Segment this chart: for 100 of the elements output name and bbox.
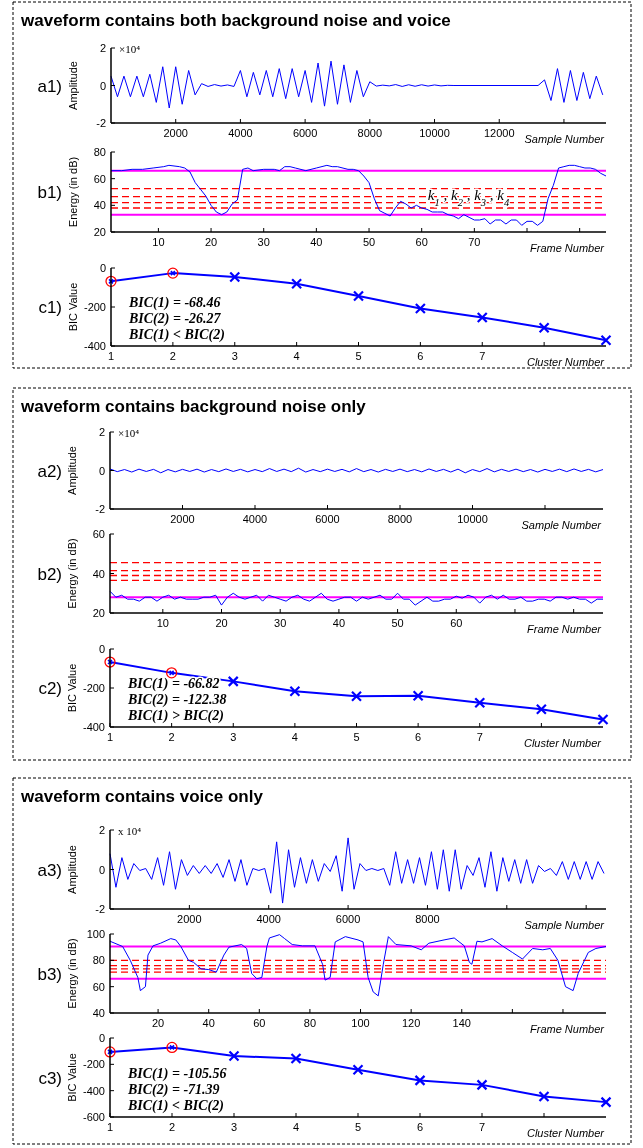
y-axis-title: BIC Value xyxy=(67,282,79,332)
text: c3) xyxy=(38,1068,62,1088)
chart-title: waveform contains background noise only xyxy=(20,397,367,416)
x-tick-label: 7 xyxy=(479,350,486,362)
x-tick-label: 7 xyxy=(478,1121,486,1133)
point xyxy=(289,685,301,697)
x-tick-label: 8000 xyxy=(357,127,383,139)
x-tick-label: 6 xyxy=(415,731,422,743)
x-tick-label: 1 xyxy=(106,1121,114,1133)
x-axis-title: Sample Number xyxy=(524,919,606,931)
annotation: BIC(2) = -122.38 xyxy=(127,692,227,708)
y-tick-label: 2 xyxy=(98,824,105,836)
annotation: BIC(2) = -26.27 xyxy=(128,311,222,327)
point xyxy=(414,302,426,315)
x-tick-label: 100 xyxy=(351,1017,370,1029)
x-tick-label: 8000 xyxy=(415,913,440,925)
x-axis-title: Sample Number xyxy=(521,519,603,531)
annotation: ×10⁴ xyxy=(119,43,141,55)
point xyxy=(227,675,239,687)
annotation: BIC(2) = -71.39 xyxy=(127,1081,220,1098)
x-tick-label: 60 xyxy=(415,236,428,248)
y-tick-label: -2 xyxy=(95,903,105,915)
y-tick-label: 0 xyxy=(98,1032,105,1044)
x-axis-title: Frame Number xyxy=(527,623,603,635)
point xyxy=(352,1064,364,1076)
annotation: BIC(1) = -105.56 xyxy=(127,1065,227,1082)
point xyxy=(291,278,303,290)
x-tick-label: 2000 xyxy=(170,513,195,525)
chart-title: waveform contains voice only xyxy=(20,787,264,806)
x-tick-label: 60 xyxy=(253,1017,266,1029)
annotation: BIC(1) = -68.46 xyxy=(128,295,221,311)
y-axis-title: Amplitude xyxy=(66,845,78,894)
x-tick-label: 20 xyxy=(204,236,218,248)
y-tick-label: 60 xyxy=(92,980,105,993)
x-tick-label: 3 xyxy=(231,350,238,362)
x-tick-label: 50 xyxy=(391,617,404,629)
y-tick-label: 2 xyxy=(98,426,105,438)
x-tick-label: 70 xyxy=(468,236,481,248)
x-tick-label: 4000 xyxy=(256,913,281,925)
y-tick-label: 2 xyxy=(99,42,106,54)
x-tick-label: 7 xyxy=(476,731,483,743)
y-axis-title: Amplitude xyxy=(66,446,78,495)
text: a2) xyxy=(37,461,62,481)
annotation: BIC(1) > BIC(2) xyxy=(127,708,224,724)
text: a1) xyxy=(37,76,62,96)
text: c2) xyxy=(38,679,62,698)
x-tick-label: 6000 xyxy=(335,913,361,925)
y-axis-title: Energy (in dB) xyxy=(66,938,78,1009)
x-tick-label: 40 xyxy=(332,617,346,629)
point xyxy=(474,697,486,709)
point xyxy=(352,290,365,302)
y-axis-title: Amplitude xyxy=(67,61,79,110)
x-tick-label: 30 xyxy=(274,617,287,629)
x-tick-label: 6 xyxy=(416,1121,424,1133)
y-tick-label: 40 xyxy=(92,567,105,580)
x-axis-title: Cluster Number xyxy=(523,737,603,749)
point xyxy=(414,1074,426,1086)
y-tick-label: 0 xyxy=(98,643,105,655)
y-tick-label: 0 xyxy=(99,79,106,92)
line-series xyxy=(110,164,607,226)
x-tick-label: 4 xyxy=(292,1121,300,1133)
point xyxy=(597,713,609,726)
x-tick-label: 1 xyxy=(107,350,115,362)
y-tick-label: -400 xyxy=(82,1084,105,1097)
x-tick-label: 2 xyxy=(168,731,175,743)
annotation: ×10⁴ xyxy=(118,427,140,439)
y-tick-label: 20 xyxy=(92,607,105,619)
y-axis-title: BIC Value xyxy=(66,1053,78,1102)
y-tick-label: -200 xyxy=(83,301,106,313)
x-tick-label: 120 xyxy=(401,1017,421,1029)
point xyxy=(476,1079,488,1091)
x-tick-label: 20 xyxy=(215,617,228,629)
point xyxy=(476,311,488,324)
line-series xyxy=(109,837,605,904)
y-tick-label: 60 xyxy=(92,528,105,540)
point xyxy=(290,1052,302,1065)
text: a3) xyxy=(37,860,62,880)
x-tick-label: 30 xyxy=(257,236,270,248)
text: c1) xyxy=(38,298,62,317)
x-tick-label: 20 xyxy=(151,1017,165,1029)
x-tick-label: 5 xyxy=(354,1121,362,1133)
x-tick-label: 3 xyxy=(230,1121,238,1133)
y-tick-label: 60 xyxy=(93,172,106,185)
y-tick-label: -2 xyxy=(96,117,106,129)
point xyxy=(229,271,241,283)
y-tick-label: 20 xyxy=(93,226,106,238)
y-tick-label: 80 xyxy=(92,954,105,967)
y-tick-label: 0 xyxy=(98,863,105,876)
annotation: BIC(1) < BIC(2) xyxy=(127,1097,224,1114)
x-tick-label: 2 xyxy=(168,1121,176,1133)
x-tick-label: 8000 xyxy=(387,513,413,525)
x-tick-label: 10000 xyxy=(457,513,488,525)
x-tick-label: 4000 xyxy=(242,513,268,525)
y-tick-label: 0 xyxy=(98,464,105,477)
point xyxy=(538,1090,550,1103)
text: b3) xyxy=(37,964,62,984)
y-axis-title: Energy (in dB) xyxy=(67,156,79,228)
y-tick-label: -600 xyxy=(82,1111,105,1123)
chart-title: waveform contains both background noise and voice xyxy=(20,11,451,30)
annotation: BIC(1) < BIC(2) xyxy=(128,327,225,343)
